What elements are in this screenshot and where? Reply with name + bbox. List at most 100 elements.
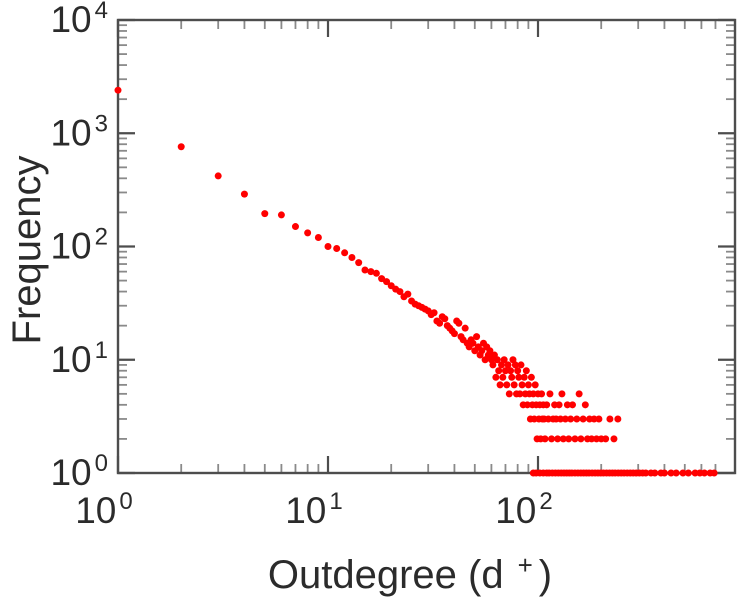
data-point xyxy=(436,319,444,327)
x-tick-label: 10 2 xyxy=(495,488,553,531)
data-point xyxy=(577,435,585,443)
data-point xyxy=(473,333,481,341)
y-tick-label-mantissa: 10 xyxy=(50,339,91,380)
data-point xyxy=(590,415,598,423)
data-point xyxy=(291,223,299,231)
data-point xyxy=(503,381,511,389)
data-point xyxy=(214,172,222,180)
data-point xyxy=(304,229,312,237)
data-point xyxy=(493,356,501,364)
data-point xyxy=(469,339,477,347)
x-tick-label: 10 0 xyxy=(75,488,133,531)
data-point xyxy=(314,234,322,242)
data-point xyxy=(679,469,687,477)
data-point xyxy=(505,390,513,398)
data-point xyxy=(396,288,404,296)
data-point xyxy=(602,435,610,443)
x-axis-title-text: Outdegree (d +) xyxy=(268,550,552,597)
data-point xyxy=(667,469,675,477)
data-point xyxy=(361,266,369,274)
data-point xyxy=(501,367,509,375)
y-tick-label-exponent: 3 xyxy=(95,110,108,137)
data-point xyxy=(559,435,567,443)
data-point xyxy=(684,469,692,477)
data-point xyxy=(543,401,551,409)
data-point xyxy=(496,381,504,389)
data-point xyxy=(461,324,469,332)
x-tick-label-exponent: 1 xyxy=(329,488,342,515)
data-point xyxy=(517,361,525,369)
data-point xyxy=(516,390,524,398)
data-point xyxy=(114,86,122,94)
data-point xyxy=(606,415,614,423)
y-tick-label-mantissa: 10 xyxy=(50,112,91,153)
data-point xyxy=(333,245,341,253)
data-point xyxy=(510,381,518,389)
x-tick-label-exponent: 0 xyxy=(119,488,132,515)
data-point xyxy=(383,278,391,286)
x-tick-label-exponent: 2 xyxy=(539,488,552,515)
data-point xyxy=(588,435,596,443)
data-point xyxy=(240,190,248,198)
data-point xyxy=(651,469,659,477)
data-point xyxy=(610,435,618,443)
data-point xyxy=(514,367,522,375)
data-point xyxy=(573,415,581,423)
y-axis-title: Frequency xyxy=(5,156,49,345)
data-point xyxy=(581,401,589,409)
x-tick-labels: 10 0 10 1 10 2 xyxy=(75,488,553,531)
plot-frame xyxy=(116,18,737,475)
data-point xyxy=(520,373,528,381)
data-point xyxy=(595,415,603,423)
data-points-group xyxy=(114,86,718,477)
data-point xyxy=(508,373,516,381)
y-tick-label-exponent: 1 xyxy=(95,337,108,364)
x-axis-title-tail: ) xyxy=(539,553,552,597)
data-point xyxy=(492,373,500,381)
data-point xyxy=(515,373,523,381)
y-tick-label: 10 1 xyxy=(50,337,108,380)
data-point xyxy=(541,435,549,443)
data-point xyxy=(571,435,579,443)
data-point xyxy=(710,469,718,477)
data-point xyxy=(372,269,380,277)
data-point xyxy=(660,469,668,477)
y-tick-label-mantissa: 10 xyxy=(50,452,91,493)
data-point xyxy=(500,356,508,364)
data-point xyxy=(642,469,650,477)
data-point xyxy=(614,415,622,423)
x-tick-label-mantissa: 10 xyxy=(495,490,536,531)
data-point xyxy=(355,259,363,267)
y-tick-label-mantissa: 10 xyxy=(50,226,91,267)
data-point xyxy=(531,381,539,389)
data-point xyxy=(507,367,515,375)
data-point xyxy=(527,373,535,381)
minor-tick-group xyxy=(118,20,735,473)
data-point xyxy=(563,401,571,409)
x-tick-label-mantissa: 10 xyxy=(285,490,326,531)
data-point xyxy=(561,415,569,423)
data-point xyxy=(430,309,438,317)
y-tick-label: 10 2 xyxy=(50,224,108,267)
data-point xyxy=(554,435,562,443)
data-point xyxy=(555,401,563,409)
data-point xyxy=(478,347,486,355)
data-point xyxy=(565,435,573,443)
data-point xyxy=(569,401,577,409)
data-point xyxy=(497,361,505,369)
y-axis-title-text: Frequency xyxy=(5,156,49,345)
data-point xyxy=(558,390,566,398)
data-point xyxy=(177,143,185,151)
y-tick-label-exponent: 0 xyxy=(95,450,108,477)
data-point xyxy=(450,330,458,338)
data-point xyxy=(700,469,708,477)
data-point xyxy=(548,435,556,443)
data-point xyxy=(348,253,356,261)
y-tick-label: 10 3 xyxy=(50,110,108,153)
data-point xyxy=(261,210,269,218)
y-tick-label: 10 0 xyxy=(50,450,108,493)
data-point xyxy=(404,290,412,298)
data-point xyxy=(524,381,532,389)
data-point xyxy=(441,315,449,323)
